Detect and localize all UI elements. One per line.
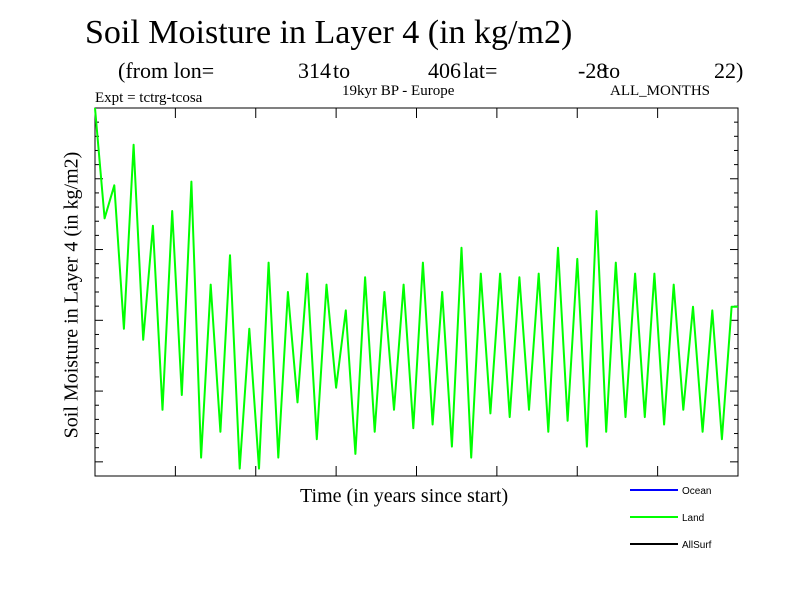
x-axis-label: Time (in years since start) (300, 485, 509, 507)
subtitle-prefix: (from lon= (118, 58, 215, 83)
subtitle-lat-start: -28 (578, 58, 608, 83)
subtitle-lon-start: 314 (298, 58, 331, 83)
legend-label-land: Land (682, 513, 704, 524)
subtitle-to-2: to (603, 58, 621, 83)
legend-label-ocean: Ocean (682, 486, 711, 497)
subtitle-to-1: to (333, 58, 351, 83)
subtitle-lon-end: 406 (428, 58, 461, 83)
period-label: 19kyr BP - Europe (342, 83, 455, 99)
months-label: ALL_MONTHS (610, 83, 710, 99)
chart-title: Soil Moisture in Layer 4 (in kg/m2) (85, 14, 573, 51)
subtitle-lat-label: lat= (463, 58, 498, 83)
legend-label-allsurf: AllSurf (682, 540, 712, 551)
subtitle-lat-end: 22) (714, 58, 744, 83)
experiment-label: Expt = tctrg-tcosa (95, 90, 203, 106)
series-line-land (94, 107, 738, 470)
plot-frame (94, 107, 739, 477)
